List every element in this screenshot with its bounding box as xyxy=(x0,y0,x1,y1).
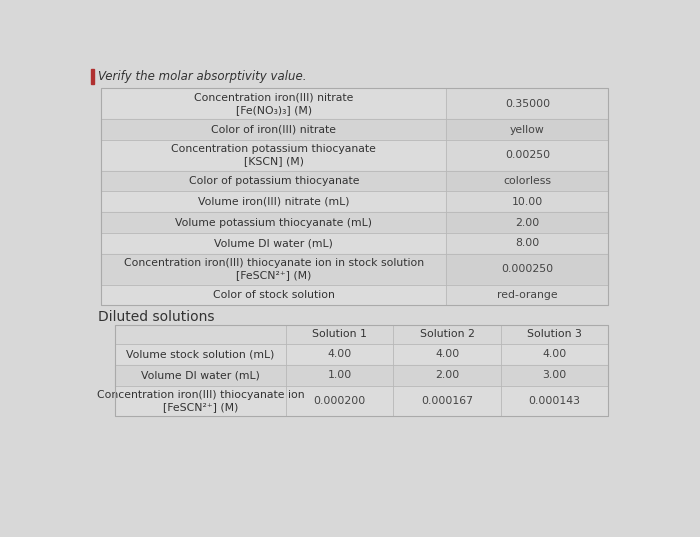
Text: 1.00: 1.00 xyxy=(328,370,352,380)
Bar xyxy=(102,88,608,306)
Bar xyxy=(102,233,447,254)
Bar xyxy=(447,285,608,306)
Bar xyxy=(447,233,608,254)
Bar xyxy=(447,192,608,212)
Text: 10.00: 10.00 xyxy=(512,197,543,207)
Text: yellow: yellow xyxy=(510,125,545,134)
Text: Volume DI water (mL): Volume DI water (mL) xyxy=(141,370,260,380)
Bar xyxy=(116,325,608,416)
Text: Color of stock solution: Color of stock solution xyxy=(213,290,335,300)
Bar xyxy=(447,88,608,119)
Text: Diluted solutions: Diluted solutions xyxy=(97,310,214,324)
Text: Concentration potassium thiocyanate: Concentration potassium thiocyanate xyxy=(172,144,377,154)
Text: Color of iron(III) nitrate: Color of iron(III) nitrate xyxy=(211,125,337,134)
Text: 8.00: 8.00 xyxy=(515,238,540,249)
Bar xyxy=(447,254,608,285)
Bar xyxy=(447,212,608,233)
Text: Concentration iron(III) thiocyanate ion in stock solution: Concentration iron(III) thiocyanate ion … xyxy=(124,258,424,268)
Bar xyxy=(116,344,608,365)
Bar xyxy=(102,192,447,212)
Bar xyxy=(102,88,447,119)
Text: Volume iron(III) nitrate (mL): Volume iron(III) nitrate (mL) xyxy=(198,197,349,207)
Text: [FeSCN²⁺] (M): [FeSCN²⁺] (M) xyxy=(236,271,312,280)
Bar xyxy=(102,140,447,171)
Text: 0.000200: 0.000200 xyxy=(314,396,366,406)
Text: [Fe(NO₃)₃] (M): [Fe(NO₃)₃] (M) xyxy=(236,105,312,115)
Text: [KSCN] (M): [KSCN] (M) xyxy=(244,156,304,166)
Text: Solution 1: Solution 1 xyxy=(312,329,367,339)
Text: 2.00: 2.00 xyxy=(435,370,459,380)
Text: Volume stock solution (mL): Volume stock solution (mL) xyxy=(127,350,275,359)
Text: 0.000143: 0.000143 xyxy=(528,396,580,406)
Text: Solution 2: Solution 2 xyxy=(420,329,475,339)
Text: Color of potassium thiocyanate: Color of potassium thiocyanate xyxy=(188,176,359,186)
Text: 0.000250: 0.000250 xyxy=(501,264,554,274)
Text: [FeSCN²⁺] (M): [FeSCN²⁺] (M) xyxy=(163,402,238,412)
Text: 0.000167: 0.000167 xyxy=(421,396,473,406)
Text: 0.00250: 0.00250 xyxy=(505,150,550,161)
Text: Solution 3: Solution 3 xyxy=(527,329,582,339)
Text: colorless: colorless xyxy=(503,176,552,186)
Text: 2.00: 2.00 xyxy=(515,217,540,228)
Text: Concentration iron(III) nitrate: Concentration iron(III) nitrate xyxy=(194,92,354,103)
Bar xyxy=(116,325,608,344)
Bar xyxy=(447,140,608,171)
Bar xyxy=(102,212,447,233)
Bar xyxy=(102,285,447,306)
Bar xyxy=(447,171,608,192)
Text: 0.35000: 0.35000 xyxy=(505,99,550,108)
Bar xyxy=(116,386,608,416)
Text: 3.00: 3.00 xyxy=(542,370,567,380)
Text: Verify the molar absorptivity value.: Verify the molar absorptivity value. xyxy=(98,70,307,83)
Bar xyxy=(92,69,94,84)
Text: 4.00: 4.00 xyxy=(328,350,352,359)
Bar xyxy=(102,254,447,285)
Text: 4.00: 4.00 xyxy=(542,350,567,359)
Text: 4.00: 4.00 xyxy=(435,350,459,359)
Text: Volume DI water (mL): Volume DI water (mL) xyxy=(214,238,333,249)
Text: Concentration iron(III) thiocyanate ion: Concentration iron(III) thiocyanate ion xyxy=(97,390,304,400)
Bar xyxy=(116,365,608,386)
Bar xyxy=(102,119,447,140)
Bar xyxy=(102,171,447,192)
Bar xyxy=(447,119,608,140)
Text: red-orange: red-orange xyxy=(497,290,558,300)
Text: Volume potassium thiocyanate (mL): Volume potassium thiocyanate (mL) xyxy=(176,217,372,228)
